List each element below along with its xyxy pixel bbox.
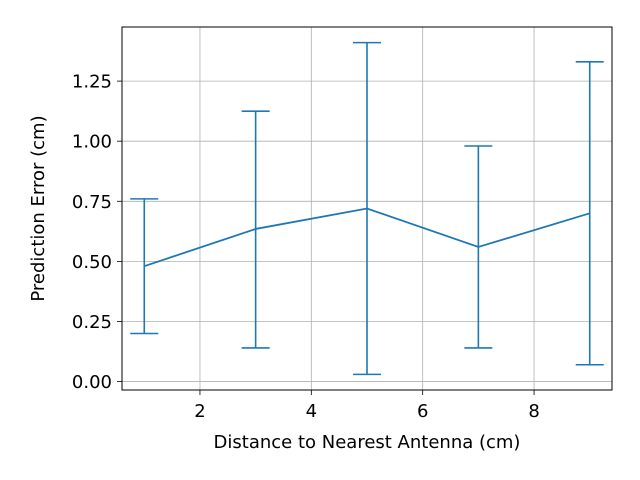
x-tick-label: 4 (306, 401, 317, 422)
x-tick-label: 8 (528, 401, 539, 422)
series-layer (130, 41, 604, 376)
y-tick-label: 0.50 (72, 252, 112, 273)
x-tick-label: 6 (417, 401, 428, 422)
x-axis-label: Distance to Nearest Antenna (cm) (214, 432, 521, 453)
plot-area-frame (121, 26, 613, 391)
y-tick-label: 0.25 (72, 312, 112, 333)
y-axis-label: Prediction Error (cm) (28, 115, 49, 301)
y-tick-label: 0.00 (72, 372, 112, 393)
x-tick-label: 2 (194, 401, 205, 422)
axis-ticks: 2 4 6 8 0.00 0.25 0.50 0.75 1.00 1.25 (72, 72, 540, 422)
y-tick-label: 0.75 (72, 192, 112, 213)
y-tick-label: 1.00 (72, 132, 112, 153)
y-tick-label: 1.25 (72, 72, 112, 93)
